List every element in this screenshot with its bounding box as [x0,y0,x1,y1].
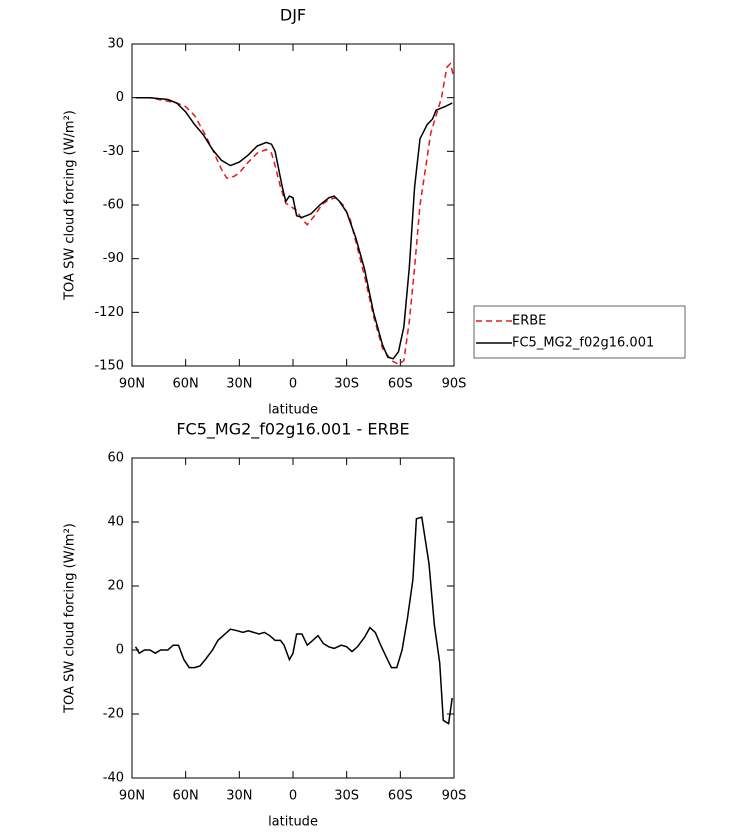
y-tick-label: -60 [103,198,124,213]
x-tick-label: 90N [119,789,145,804]
y-tick-label: -150 [94,359,124,374]
x-tick-label: 30N [226,789,252,804]
x-tick-label: 60S [388,377,413,392]
y-tick-label: 40 [107,515,124,530]
y-tick-label: 0 [116,643,124,658]
x-tick-label: 60N [173,789,199,804]
line-series [134,516,453,725]
y-tick-label: 20 [107,579,124,594]
plot-frame [131,457,455,779]
y-tick-label: -20 [103,707,124,722]
x-tick-label: 30N [226,377,252,392]
y-tick-label: -40 [103,771,124,786]
x-tick-label: 90S [442,377,467,392]
legend-label: ERBE [512,314,546,329]
y-tick-label: -120 [94,305,124,320]
y-tick-label: -90 [103,251,124,266]
y-axis-label: TOA SW cloud forcing (W/m²) [63,523,78,714]
x-tick-label: 30S [334,789,359,804]
y-tick-label: 30 [107,37,124,52]
x-tick-label: 0 [289,789,297,804]
y-tick-label: 0 [116,90,124,105]
x-tick-label: 90S [442,789,467,804]
y-tick-label: 60 [107,451,124,466]
chart-title: FC5_MG2_f02g16.001 - ERBE [176,420,409,440]
y-tick-label: -30 [103,144,124,159]
legend-box [473,305,686,359]
x-tick-label: 90N [119,377,145,392]
line-series [135,96,453,360]
x-axis-label: latitude [268,815,318,830]
plot-frame [131,43,455,367]
x-tick-label: 60N [173,377,199,392]
x-axis-label: latitude [268,403,318,418]
x-tick-label: 0 [289,377,297,392]
y-axis-label: TOA SW cloud forcing (W/m²) [63,110,78,301]
x-tick-label: 60S [388,789,413,804]
x-tick-label: 30S [334,377,359,392]
legend-label: FC5_MG2_f02g16.001 [512,336,654,351]
chart-title: DJF [280,6,306,25]
